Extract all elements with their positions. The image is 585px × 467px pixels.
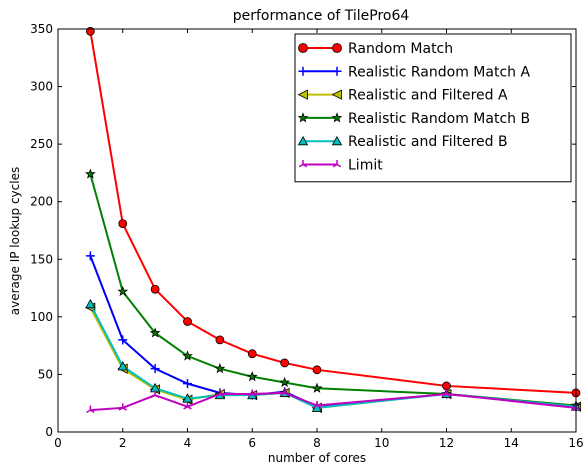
data-point bbox=[247, 389, 257, 397]
data-point bbox=[85, 168, 96, 179]
legend-marker bbox=[332, 43, 342, 53]
y-tick-label: 300 bbox=[30, 80, 53, 94]
data-point bbox=[280, 358, 290, 368]
legend-box bbox=[294, 33, 572, 183]
data-point bbox=[118, 335, 128, 345]
y-tick-label: 200 bbox=[30, 195, 53, 209]
data-point bbox=[149, 327, 161, 338]
y-tick-label: 50 bbox=[38, 367, 53, 381]
data-point bbox=[85, 298, 96, 309]
data-point bbox=[117, 361, 128, 371]
legend-marker bbox=[331, 135, 343, 146]
y-tick-label: 0 bbox=[45, 425, 53, 439]
data-point bbox=[150, 390, 160, 399]
legend-label: Realistic and Filtered A bbox=[348, 88, 508, 104]
data-point bbox=[279, 376, 290, 388]
legend: Random Match Realistic Random Match A Real… bbox=[294, 33, 572, 183]
data-point bbox=[150, 284, 160, 294]
y-tick-label: 150 bbox=[30, 252, 53, 266]
axes: 0 2 4 6 8 10 12 14 16 0 50 100 150 200 250 300 350 bbox=[30, 22, 584, 450]
data-point bbox=[118, 403, 128, 411]
legend-item: Realistic and Filtered B bbox=[297, 134, 508, 150]
data-point bbox=[247, 349, 257, 359]
data-point bbox=[312, 365, 322, 375]
x-tick-label: 0 bbox=[54, 436, 62, 450]
legend-label: Realistic Random Match B bbox=[348, 111, 530, 127]
data-point bbox=[183, 379, 192, 389]
legend-label: Realistic Random Match A bbox=[348, 64, 530, 80]
legend-marker bbox=[298, 66, 308, 76]
x-axis-label: number of cores bbox=[268, 451, 366, 465]
data-point bbox=[118, 219, 128, 228]
legend-marker bbox=[331, 89, 342, 100]
legend-item: Random Match bbox=[298, 41, 453, 57]
y-axis-label: average IP lookup cycles bbox=[8, 167, 22, 315]
series-3 bbox=[85, 168, 582, 411]
data-point bbox=[85, 251, 95, 261]
data-point bbox=[442, 389, 451, 397]
x-tick-label: 10 bbox=[374, 436, 389, 450]
series-line bbox=[89, 307, 577, 409]
series-line bbox=[89, 255, 577, 408]
data-point bbox=[86, 405, 95, 414]
data-point bbox=[214, 363, 226, 374]
data-point bbox=[117, 285, 129, 297]
x-tick-label: 2 bbox=[119, 436, 127, 450]
legend-item: Realistic and Filtered A bbox=[297, 88, 508, 104]
data-point bbox=[150, 364, 160, 374]
x-tick-label: 8 bbox=[313, 436, 321, 450]
x-tick-label: 16 bbox=[568, 436, 583, 450]
series-line bbox=[89, 31, 577, 394]
legend-item: Realistic Random Match B bbox=[297, 111, 530, 127]
series-5 bbox=[86, 388, 581, 414]
x-tick-label: 12 bbox=[439, 436, 454, 450]
legend-label: Random Match bbox=[348, 41, 453, 57]
legend-label: Limit bbox=[348, 158, 383, 174]
legend-marker bbox=[332, 66, 342, 76]
legend-marker bbox=[331, 112, 343, 123]
x-tick-label: 14 bbox=[504, 436, 519, 450]
data-point bbox=[183, 317, 192, 326]
plot-area bbox=[84, 26, 582, 414]
chart-title: performance of TilePro64 bbox=[233, 8, 410, 24]
legend-item: Limit bbox=[298, 158, 383, 174]
series-4 bbox=[85, 298, 582, 412]
y-tick-label: 350 bbox=[30, 22, 53, 36]
series-0 bbox=[85, 26, 581, 398]
legend-label: Realistic and Filtered B bbox=[348, 134, 508, 150]
series-line bbox=[89, 303, 577, 409]
legend-marker bbox=[297, 135, 309, 146]
legend-marker bbox=[297, 89, 308, 100]
legend-marker bbox=[298, 160, 308, 168]
x-tick-label: 4 bbox=[184, 436, 192, 450]
data-point bbox=[215, 335, 225, 345]
data-point bbox=[182, 350, 193, 361]
y-tick-label: 100 bbox=[30, 310, 53, 324]
data-point bbox=[183, 402, 192, 410]
y-tick-label: 250 bbox=[30, 137, 53, 151]
series-line bbox=[89, 173, 577, 407]
x-tick-label: 6 bbox=[248, 436, 256, 450]
data-point bbox=[311, 382, 323, 393]
series-line bbox=[90, 391, 577, 412]
legend-item: Realistic Random Match A bbox=[298, 64, 530, 80]
data-point bbox=[280, 388, 289, 396]
legend-marker bbox=[298, 43, 308, 53]
data-point bbox=[246, 371, 258, 382]
legend-marker bbox=[332, 160, 342, 168]
data-point bbox=[215, 389, 225, 397]
legend-marker bbox=[297, 112, 309, 123]
data-point bbox=[312, 401, 322, 409]
